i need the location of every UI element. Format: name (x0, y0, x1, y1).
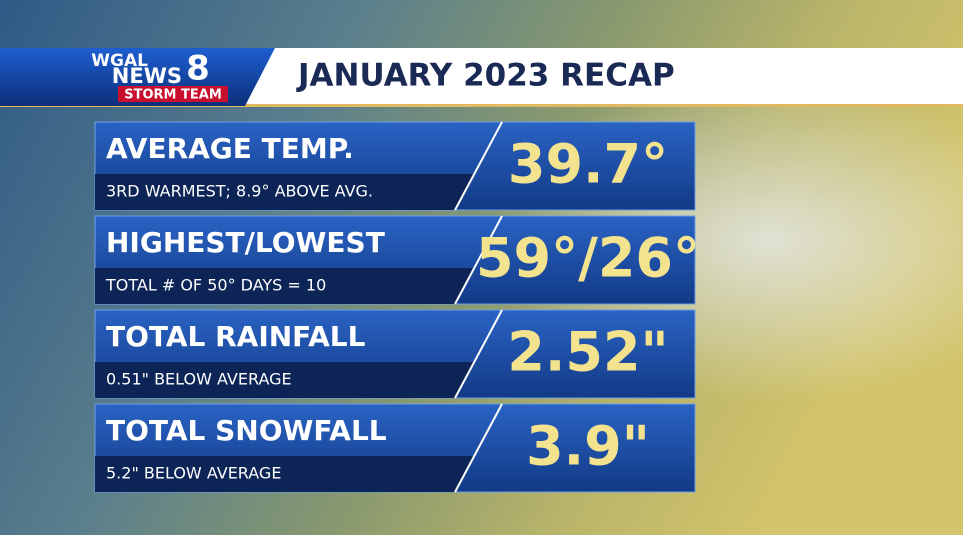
row-detail: 0.51" BELOW AVERAGE (106, 370, 292, 389)
row-detail: TOTAL # OF 50° DAYS = 10 (105, 276, 326, 295)
logo-station: WGAL (91, 51, 148, 71)
logo-channel: 8 (186, 49, 210, 89)
divider (454, 403, 503, 493)
logo-team-box (118, 86, 228, 102)
divider (454, 215, 503, 305)
detail-strip (95, 268, 474, 304)
row-label: TOTAL SNOWFALL (106, 414, 387, 447)
row-label: TOTAL RAINFALL (106, 320, 366, 353)
row-detail: 5.2" BELOW AVERAGE (106, 464, 281, 483)
row-detail: 3RD WARMEST; 8.9° ABOVE AVG. (106, 182, 373, 201)
row-value: 59°/26° (476, 227, 700, 290)
row-label: HIGHEST/LOWEST (106, 226, 385, 259)
divider (454, 309, 503, 399)
row-label: AVERAGE TEMP. (106, 132, 354, 165)
detail-strip (95, 174, 474, 210)
title-underline (0, 104, 963, 107)
title: JANUARY 2023 RECAP (296, 58, 675, 94)
divider (454, 121, 503, 211)
detail-strip (95, 362, 474, 398)
logo-news: NEWS (112, 64, 182, 88)
row-value: 3.9" (526, 415, 650, 478)
row-value: 2.52" (507, 321, 668, 384)
logo-team: STORM TEAM (124, 88, 222, 103)
detail-strip (95, 456, 474, 492)
row-value: 39.7° (508, 133, 668, 196)
